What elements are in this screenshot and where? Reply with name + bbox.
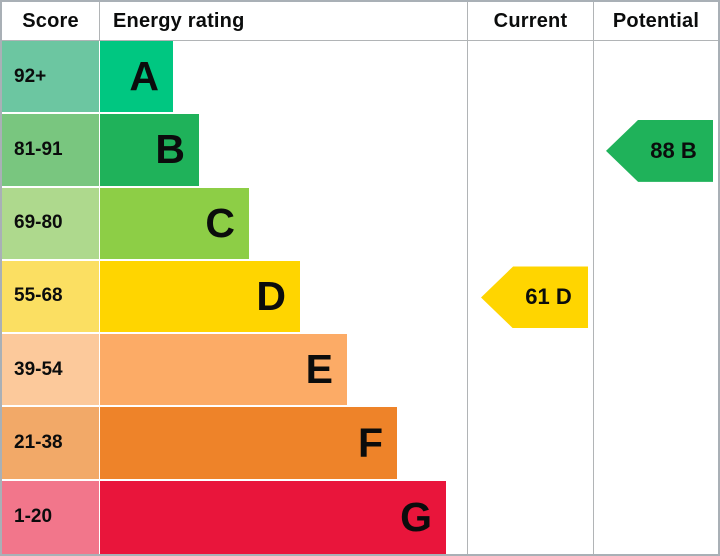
band-bar-e: E bbox=[100, 334, 347, 408]
current-rating-arrow: 61 D bbox=[481, 266, 588, 329]
header-energy-rating: Energy rating bbox=[99, 2, 467, 40]
band-row-a: 92+ A bbox=[2, 41, 718, 115]
potential-cell-e bbox=[593, 334, 718, 408]
score-range-c: 69-80 bbox=[2, 187, 99, 261]
band-letter-f: F bbox=[357, 419, 383, 466]
potential-cell-b: 88 B bbox=[593, 114, 718, 188]
band-bar-g: G bbox=[100, 480, 446, 554]
current-rating-label: 61 D bbox=[525, 284, 572, 310]
score-range-d: 55-68 bbox=[2, 260, 99, 335]
header-current: Current bbox=[467, 2, 593, 40]
band-row-g: 1-20 G bbox=[2, 480, 718, 554]
band-row-e: 39-54 E bbox=[2, 334, 718, 408]
band-bar-d: D bbox=[100, 260, 300, 335]
band-letter-a: A bbox=[129, 53, 159, 100]
band-row-f: 21-38 F bbox=[2, 407, 718, 481]
score-range-a: 92+ bbox=[2, 41, 99, 115]
band-letter-g: G bbox=[400, 493, 432, 540]
current-cell-e bbox=[467, 334, 593, 408]
current-cell-f bbox=[467, 407, 593, 481]
band-letter-e: E bbox=[305, 346, 333, 393]
potential-cell-d bbox=[593, 260, 718, 335]
potential-cell-g bbox=[593, 480, 718, 554]
band-rows: 92+ A 81-91 B 88 B 69-80 C 55-68 D 61 D bbox=[2, 41, 718, 554]
current-cell-b bbox=[467, 114, 593, 188]
band-bar-b: B bbox=[100, 114, 199, 188]
band-letter-b: B bbox=[155, 126, 185, 173]
current-cell-a bbox=[467, 41, 593, 115]
score-range-b: 81-91 bbox=[2, 114, 99, 188]
potential-rating-label: 88 B bbox=[650, 137, 697, 163]
band-row-d: 55-68 D 61 D bbox=[2, 260, 718, 335]
potential-rating-arrow: 88 B bbox=[606, 119, 713, 182]
header-potential: Potential bbox=[593, 2, 718, 40]
band-row-c: 69-80 C bbox=[2, 187, 718, 261]
potential-cell-c bbox=[593, 187, 718, 261]
score-range-f: 21-38 bbox=[2, 407, 99, 481]
potential-cell-f bbox=[593, 407, 718, 481]
band-letter-c: C bbox=[205, 199, 235, 246]
band-bar-a: A bbox=[100, 41, 173, 115]
band-letter-d: D bbox=[256, 272, 286, 319]
score-range-e: 39-54 bbox=[2, 334, 99, 408]
band-bar-c: C bbox=[100, 187, 249, 261]
band-row-b: 81-91 B 88 B bbox=[2, 114, 718, 188]
score-range-g: 1-20 bbox=[2, 480, 99, 554]
current-cell-g bbox=[467, 480, 593, 554]
header-score: Score bbox=[22, 9, 79, 32]
potential-cell-a bbox=[593, 41, 718, 115]
band-bar-f: F bbox=[100, 407, 397, 481]
current-cell-c bbox=[467, 187, 593, 261]
current-cell-d: 61 D bbox=[467, 260, 593, 335]
header-row: Score Energy rating Current Potential bbox=[2, 2, 718, 41]
